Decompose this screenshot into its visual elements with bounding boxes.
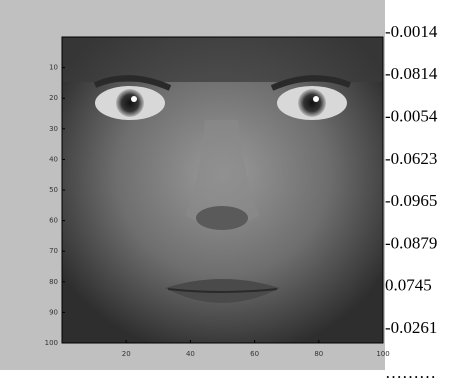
y-tick-label: 70 [49, 247, 58, 255]
y-tick-label: 30 [49, 125, 58, 133]
y-tick-label: 20 [49, 94, 58, 102]
x-tick-label: 20 [122, 350, 131, 358]
coefficient: 0.0745 [385, 276, 432, 295]
coefficient: -0.0965 [385, 191, 437, 210]
coefficient: -0.0814 [385, 64, 438, 83]
x-tick-label: 100 [376, 350, 389, 358]
y-tick-label: 90 [49, 308, 58, 316]
coefficient: -0.0014 [385, 22, 438, 41]
ellipsis: ……… [385, 363, 436, 381]
x-tick-label: 60 [250, 350, 259, 358]
coefficient: -0.0054 [385, 107, 438, 126]
y-tick-label: 10 [49, 64, 58, 72]
face-image [62, 37, 383, 343]
y-tick-label: 80 [49, 278, 58, 286]
coefficient: -0.0261 [385, 318, 437, 337]
coefficient: -0.0879 [385, 233, 437, 252]
y-tick-label: 100 [45, 339, 58, 347]
x-tick-label: 40 [186, 350, 195, 358]
x-tick-label: 80 [314, 350, 323, 358]
y-tick-label: 40 [49, 155, 58, 163]
coefficient: -0.0623 [385, 149, 437, 168]
y-tick-label: 50 [49, 186, 58, 194]
y-tick-label: 60 [49, 217, 58, 225]
